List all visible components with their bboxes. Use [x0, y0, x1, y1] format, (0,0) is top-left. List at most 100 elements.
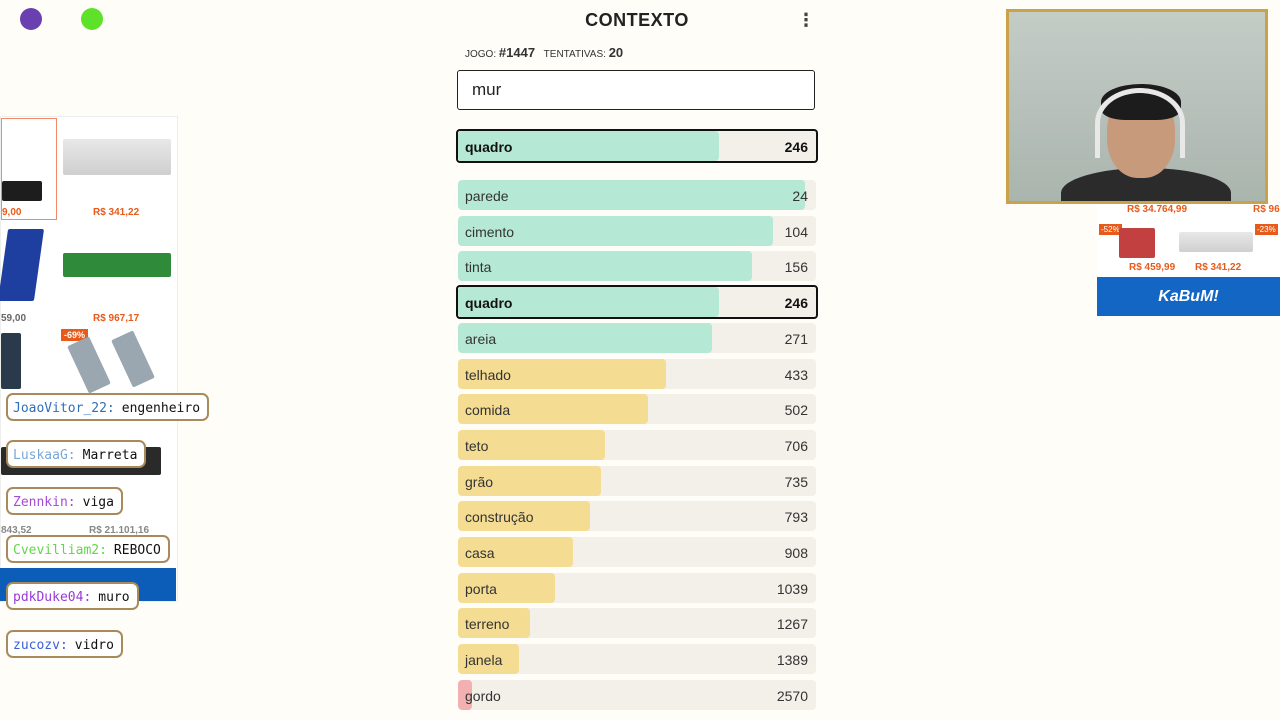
guess-rank: 908: [784, 545, 808, 561]
guess-row: cimento 104: [458, 215, 816, 246]
guess-row: gordo 2570: [458, 679, 816, 710]
guess-row: areia 271: [458, 322, 816, 353]
chat-username: Zennkin:: [13, 495, 76, 510]
attempts-count: 20: [608, 45, 624, 60]
guess-word: comida: [465, 402, 511, 419]
guess-rank: 735: [784, 473, 808, 490]
headset-icon: [1095, 88, 1185, 158]
guess-bar-fill: [458, 501, 591, 532]
ad-price: 843,52: [1, 525, 32, 536]
guess-row: comida 502: [458, 394, 816, 425]
chat-username: LuskaaG:: [13, 448, 76, 463]
ram-image-icon: [63, 253, 171, 277]
game-label: JOGO:: [465, 49, 497, 60]
ad-panel-left[interactable]: 9,00 R$ 341,22 59,00 R$ 967,17 -69% 843,…: [0, 116, 178, 602]
attempts-label: TENTATIVAS:: [543, 49, 606, 60]
guess-bar-fill: [458, 429, 605, 460]
ad-price: R$ 341,22: [93, 207, 140, 218]
chat-username: Cvevilliam2:: [13, 543, 107, 558]
ad-panel-right[interactable]: R$ 34.764,99 R$ 96 -52% -23% R$ 459,99 R…: [1097, 204, 1280, 316]
chat-message: Zennkin: viga: [6, 487, 123, 515]
chat-text: muro: [98, 590, 130, 605]
guess-bar-fill: [458, 465, 602, 496]
ad-selected-cell[interactable]: 9,00: [1, 118, 57, 220]
guess-rank: 24: [792, 188, 808, 204]
guess-bar-fill: [458, 251, 752, 282]
guess-rank: 271: [784, 330, 808, 347]
chat-username: JoaoVitor_22:: [13, 401, 115, 416]
guess-word: grão: [465, 473, 494, 490]
guess-word: tinta: [465, 259, 492, 276]
guess-row: porta 1039: [458, 572, 816, 603]
chat-text: vidro: [74, 638, 114, 653]
guess-word: gordo: [465, 687, 501, 704]
guess-row: teto 706: [458, 429, 816, 460]
guess-bar-fill: [458, 537, 573, 567]
guess-row: parede 24: [458, 180, 816, 210]
guess-bar-fill: [458, 572, 555, 603]
discount-badge: -69%: [61, 329, 89, 341]
chat-message: pdkDuke04: muro: [6, 582, 139, 610]
kabum-logo[interactable]: KaBuM!: [1097, 277, 1280, 316]
guess-row: grão 735: [458, 465, 816, 496]
guess-row: terreno 1267: [458, 608, 816, 639]
guess-input[interactable]: [470, 71, 804, 109]
ram-image-icon: [111, 330, 155, 388]
guess-rank: 1267: [776, 616, 808, 633]
guess-rank: 793: [784, 509, 808, 526]
guess-word: construção: [465, 509, 534, 526]
guess-rank: 156: [784, 259, 808, 276]
guess-rank: 2570: [776, 687, 808, 704]
ram-image-icon: [1, 333, 21, 389]
guess-input-box[interactable]: [457, 70, 815, 110]
guess-bar-fill: [458, 358, 666, 389]
guess-rank: 1389: [776, 652, 808, 669]
chat-text: viga: [82, 495, 114, 510]
chat-text: Marreta: [82, 448, 138, 463]
ad-price: R$ 459,99: [1129, 262, 1176, 273]
guess-row: casa 908: [458, 537, 816, 567]
last-guess-row: quadro 246: [456, 129, 818, 163]
guess-word: janela: [465, 652, 503, 669]
chat-username: zucozv:: [13, 638, 68, 653]
last-guess-fill: [458, 131, 720, 161]
chat-text: engenheiro: [121, 401, 201, 416]
last-guess-word: quadro: [465, 139, 513, 155]
chat-message: zucozv: vidro: [6, 630, 123, 658]
guess-word: quadro: [465, 295, 513, 312]
chat-username: pdkDuke04:: [13, 590, 92, 605]
guess-bar-fill: [458, 180, 806, 210]
guess-bar-fill: [458, 322, 713, 353]
guess-bar-fill: [458, 394, 648, 425]
chat-message: JoaoVitor_22: engenheiro: [6, 393, 210, 421]
guess-row: janela 1389: [458, 644, 816, 675]
menu-icon[interactable]: ⋮: [797, 10, 815, 30]
purple-dot-icon: [20, 8, 42, 30]
ram-image-icon: [1179, 232, 1253, 252]
last-guess-rank: 246: [784, 139, 808, 155]
guess-word: terreno: [465, 616, 510, 633]
guess-rank: 502: [784, 402, 808, 419]
game-number: #1447: [498, 45, 536, 60]
ad-price: 59,00: [1, 313, 27, 324]
ssd-image-icon: [0, 229, 45, 301]
game-title: CONTEXTO: [585, 10, 689, 30]
guess-bar-fill: [458, 215, 774, 246]
ram-image-icon: [63, 139, 171, 175]
guess-word: casa: [465, 545, 495, 561]
guess-bar-fill: [458, 679, 473, 710]
guess-row: telhado 433: [458, 358, 816, 389]
chat-message: LuskaaG: Marreta: [6, 440, 147, 468]
green-dot-icon: [81, 8, 103, 30]
discount-badge: -52%: [1099, 224, 1122, 235]
guess-word: telhado: [465, 366, 511, 383]
ad-price: R$ 96: [1253, 204, 1280, 215]
ad-price: R$ 967,17: [93, 313, 140, 324]
ad-price: R$ 34.764,99: [1127, 204, 1188, 215]
ad-price: 9,00: [2, 207, 22, 218]
game-info: JOGO: #1447 TENTATIVAS: 20: [465, 45, 629, 60]
ram-image-icon: [67, 336, 111, 394]
guess-rank: 433: [784, 366, 808, 383]
guess-bar-fill: [458, 608, 530, 639]
guess-rank: 1039: [776, 580, 808, 597]
